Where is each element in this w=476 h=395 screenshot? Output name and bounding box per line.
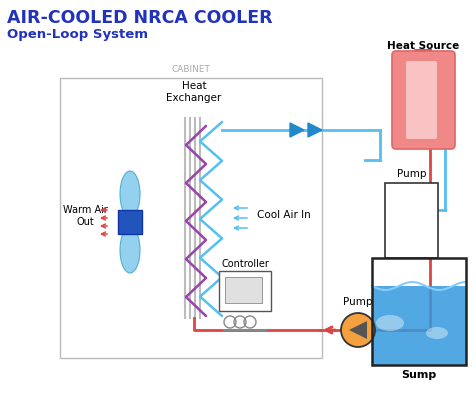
- Polygon shape: [290, 123, 304, 137]
- Bar: [372, 286, 466, 365]
- Text: AIR-COOLED NRCA COOLER: AIR-COOLED NRCA COOLER: [7, 9, 273, 27]
- Ellipse shape: [120, 171, 140, 217]
- Text: Pump: Pump: [343, 297, 373, 307]
- Text: (Process): (Process): [400, 60, 447, 70]
- Bar: [385, 183, 438, 258]
- Polygon shape: [349, 321, 367, 339]
- Text: Heat
Exchanger: Heat Exchanger: [167, 81, 222, 103]
- Text: Sump: Sump: [401, 370, 436, 380]
- Bar: [225, 277, 262, 303]
- Text: Cool Air In: Cool Air In: [257, 210, 311, 220]
- Circle shape: [341, 313, 375, 347]
- Ellipse shape: [376, 315, 404, 331]
- Polygon shape: [308, 123, 322, 137]
- Text: Pump: Pump: [397, 169, 426, 179]
- Bar: [372, 258, 466, 365]
- Bar: [118, 210, 142, 234]
- Ellipse shape: [426, 327, 448, 339]
- Bar: [60, 78, 322, 358]
- Text: Open-Loop System: Open-Loop System: [7, 28, 148, 41]
- FancyBboxPatch shape: [392, 51, 455, 149]
- Text: Warm Air
Out: Warm Air Out: [62, 205, 108, 227]
- Text: Heat Source: Heat Source: [387, 41, 460, 51]
- FancyBboxPatch shape: [219, 271, 271, 311]
- Text: CABINET: CABINET: [171, 65, 210, 74]
- FancyBboxPatch shape: [406, 61, 437, 139]
- Ellipse shape: [120, 227, 140, 273]
- Text: Controller: Controller: [221, 259, 269, 269]
